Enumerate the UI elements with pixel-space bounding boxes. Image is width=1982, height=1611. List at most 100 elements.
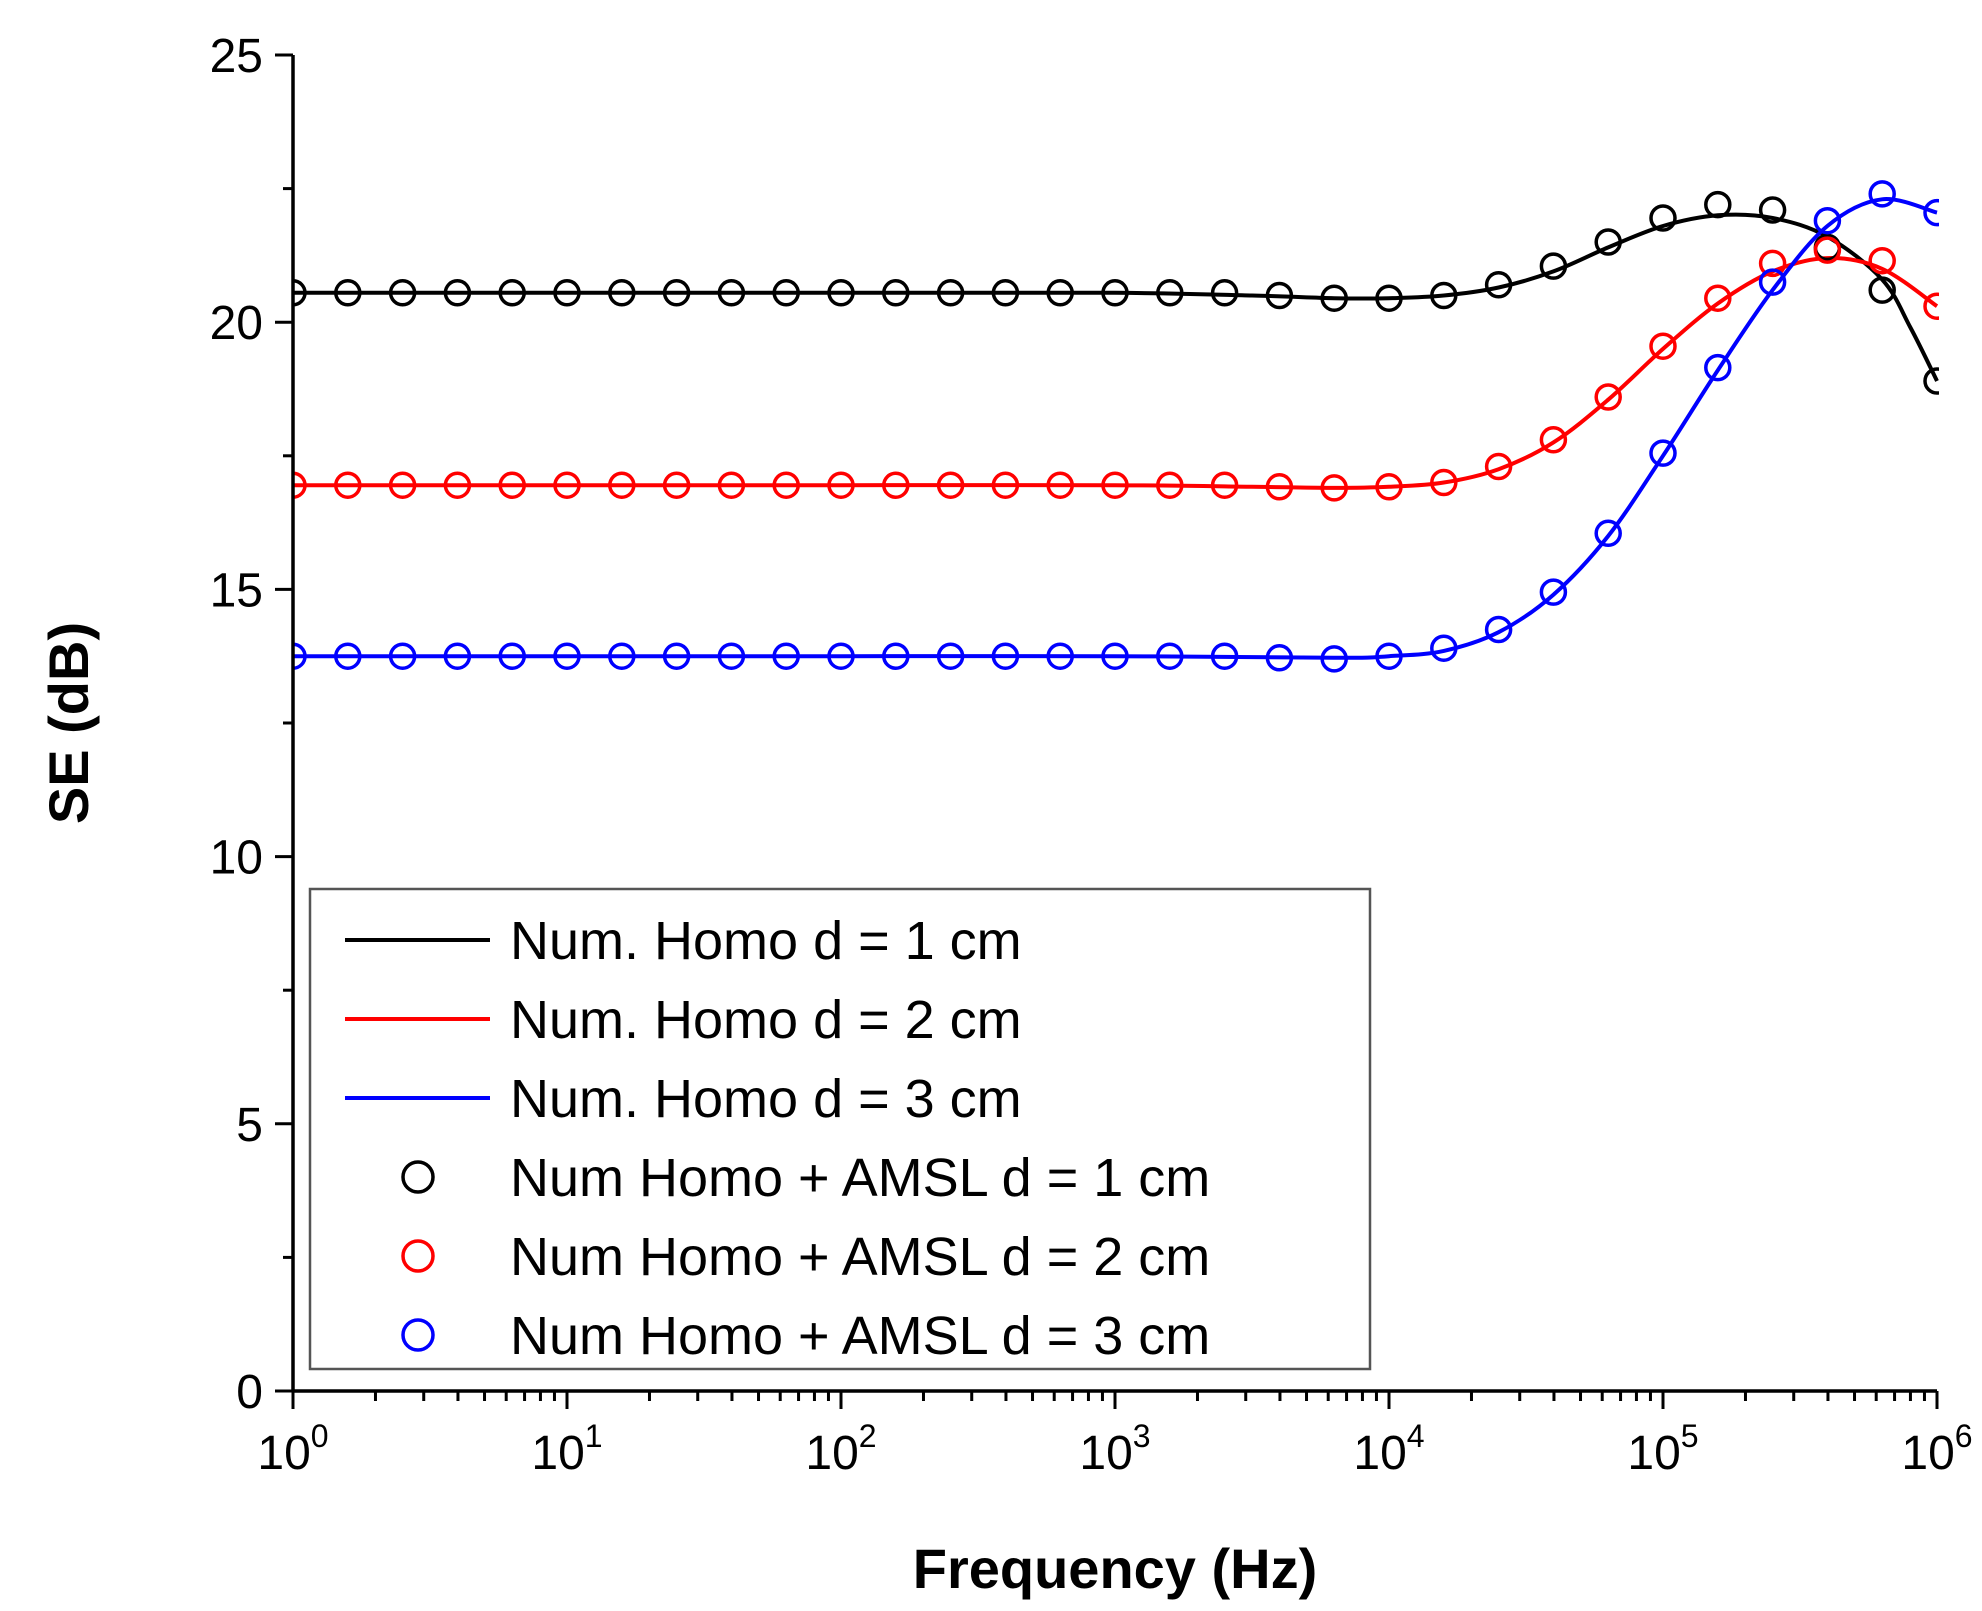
plot-series-group xyxy=(293,180,1939,673)
x-tick-exponent: 6 xyxy=(1955,1418,1973,1454)
marker-series-3-point xyxy=(827,642,855,670)
marker-series-2-point xyxy=(1101,471,1129,499)
marker-series-1-point xyxy=(1868,276,1896,304)
legend-label: Num Homo + AMSL d = 1 cm xyxy=(510,1148,1210,1208)
marker-series-2-point xyxy=(1868,246,1896,275)
marker-series-1-point xyxy=(293,279,307,307)
x-tick-exponent: 2 xyxy=(859,1418,877,1454)
marker-series-1-point xyxy=(1046,279,1074,307)
marker-series-1-point xyxy=(1265,281,1294,310)
y-tick-label: 10 xyxy=(210,832,263,885)
marker-series-1-point xyxy=(1704,190,1732,219)
y-tick-label: 5 xyxy=(236,1099,263,1152)
x-tick-label: 106 xyxy=(1901,1418,1972,1480)
marker-series-1-point xyxy=(553,279,581,307)
marker-series-2-point xyxy=(1156,471,1184,499)
marker-series-2-point xyxy=(1375,473,1403,501)
legend-marker-swatch xyxy=(401,1318,435,1352)
marker-series-1-point xyxy=(991,279,1020,307)
y-tick-label: 25 xyxy=(210,30,263,83)
x-tick-base: 10 xyxy=(531,1427,584,1480)
x-tick-label: 104 xyxy=(1353,1418,1424,1480)
marker-series-3-point xyxy=(1649,439,1677,467)
x-tick-label: 103 xyxy=(1079,1418,1150,1480)
line-series-1 xyxy=(293,212,1939,382)
marker-series-2-point xyxy=(1046,471,1074,499)
legend-box xyxy=(308,887,1372,1371)
y-ticks-group: 0 5 10 15 20 25 xyxy=(210,30,293,1419)
x-tick-base: 10 xyxy=(1901,1427,1954,1480)
marker-series-2-point xyxy=(553,471,581,499)
x-tick-base: 10 xyxy=(1353,1427,1406,1480)
x-tick-label: 100 xyxy=(257,1418,328,1480)
marker-series-3-point xyxy=(1923,198,1939,227)
marker-series-2-point xyxy=(1758,249,1787,278)
marker-series-2-point xyxy=(882,471,910,499)
marker-series-2-point xyxy=(608,471,636,499)
legend: Num. Homo d = 1 cm Num. Homo d = 2 cm Num.… xyxy=(308,887,1372,1371)
x-tick-label: 105 xyxy=(1627,1418,1698,1480)
x-tick-exponent: 0 xyxy=(311,1418,329,1454)
marker-series-2-point xyxy=(1539,426,1568,454)
marker-series-3-point xyxy=(1320,645,1348,673)
y-tick-label: 20 xyxy=(210,297,263,350)
x-tick-base: 10 xyxy=(1079,1427,1132,1480)
marker-series-1-point xyxy=(662,279,691,307)
marker-series-3-point xyxy=(772,642,800,670)
x-tick-base: 10 xyxy=(805,1427,858,1480)
marker-series-2-point xyxy=(1210,471,1239,499)
marker-series-1-point xyxy=(1594,228,1622,256)
legend-marker-swatch xyxy=(401,1160,435,1194)
marker-series-1-point xyxy=(608,279,636,307)
x-tick-exponent: 1 xyxy=(585,1418,603,1454)
marker-series-1-point xyxy=(1210,279,1239,307)
marker-series-1-point xyxy=(1430,281,1458,310)
marker-series-2-point xyxy=(772,471,800,499)
marker-series-2-point xyxy=(1320,474,1348,502)
marker-series-3-point xyxy=(1539,578,1568,606)
marker-series-1-point xyxy=(443,279,472,307)
marker-series-2-point xyxy=(991,471,1020,499)
marker-series-1-point xyxy=(827,279,855,307)
marker-series-1-point xyxy=(1758,196,1787,224)
marker-series-3-point xyxy=(1704,353,1732,382)
marker-series-2-point xyxy=(388,471,417,499)
x-axis-title: Frequency (Hz) xyxy=(913,1537,1318,1600)
marker-series-1-point xyxy=(717,279,746,307)
marker-series-3-point xyxy=(1813,206,1842,235)
marker-series-2-point xyxy=(1649,332,1677,360)
marker-series-2-point xyxy=(1265,473,1294,501)
legend-marker-swatch xyxy=(401,1239,435,1273)
marker-series-2-point xyxy=(1484,452,1513,481)
marker-series-1-point xyxy=(1539,252,1568,280)
marker-series-3-point xyxy=(553,642,581,670)
marker-series-1-point xyxy=(1375,284,1403,312)
marker-series-1-point xyxy=(388,279,417,307)
marker-series-3-point xyxy=(662,642,691,670)
legend-label: Num. Homo d = 1 cm xyxy=(510,911,1022,971)
marker-series-2-point xyxy=(1430,468,1458,497)
marker-series-3-point xyxy=(936,642,965,670)
x-ticks-group: 100 101 102 103 104 105 106 xyxy=(257,1391,1973,1480)
marker-series-2-point xyxy=(293,471,307,499)
marker-series-3-point xyxy=(388,642,417,670)
marker-series-1-point xyxy=(936,279,965,307)
x-tick-base: 10 xyxy=(1627,1427,1680,1480)
marker-series-1-point xyxy=(772,279,800,307)
marker-series-2-point xyxy=(443,471,472,499)
marker-series-1-point xyxy=(1156,279,1184,307)
marker-series-2-point xyxy=(1813,236,1842,264)
marker-series-3-point xyxy=(1101,642,1129,670)
marker-series-2-point xyxy=(498,471,526,499)
legend-label: Num. Homo d = 2 cm xyxy=(510,990,1022,1050)
x-tick-label: 102 xyxy=(805,1418,876,1480)
marker-series-2-point xyxy=(1923,292,1939,320)
line-series-3 xyxy=(293,197,1938,660)
marker-series-2-point xyxy=(827,471,855,499)
marker-series-3-point xyxy=(443,642,472,670)
x-tick-base: 10 xyxy=(257,1427,310,1480)
marker-series-3-point xyxy=(1758,268,1787,296)
marker-series-1-point xyxy=(498,279,526,307)
